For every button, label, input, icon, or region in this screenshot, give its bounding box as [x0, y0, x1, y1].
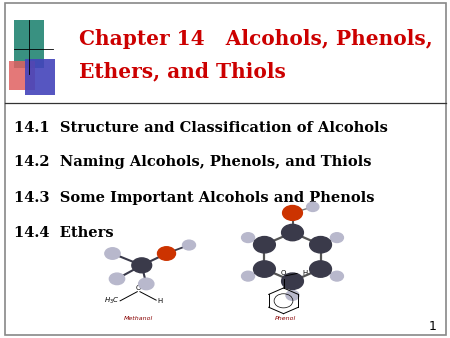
Circle shape [253, 237, 275, 253]
Circle shape [282, 273, 303, 289]
Circle shape [282, 224, 303, 241]
Circle shape [158, 247, 176, 260]
Circle shape [306, 202, 319, 212]
Text: H: H [302, 270, 308, 276]
Circle shape [105, 248, 120, 259]
Text: 14.4  Ethers: 14.4 Ethers [14, 226, 113, 240]
Text: O: O [136, 285, 141, 291]
Text: Ethers, and Thiols: Ethers, and Thiols [79, 61, 286, 81]
Circle shape [253, 261, 275, 277]
Bar [25, 59, 55, 95]
Circle shape [242, 233, 255, 242]
Text: H: H [158, 298, 163, 304]
Text: 1: 1 [428, 320, 436, 333]
Text: Phenol: Phenol [275, 316, 297, 321]
Circle shape [286, 291, 299, 300]
Text: O: O [281, 270, 286, 276]
Circle shape [330, 233, 343, 242]
Text: Chapter 14   Alcohols, Phenols,: Chapter 14 Alcohols, Phenols, [79, 29, 432, 49]
Text: 14.1  Structure and Classification of Alcohols: 14.1 Structure and Classification of Alc… [14, 121, 387, 136]
Circle shape [310, 237, 332, 253]
Text: 14.2  Naming Alcohols, Phenols, and Thiols: 14.2 Naming Alcohols, Phenols, and Thiol… [14, 155, 371, 169]
Text: 14.3  Some Important Alcohols and Phenols: 14.3 Some Important Alcohols and Phenols [14, 191, 374, 205]
Circle shape [283, 206, 302, 220]
Text: Methanol: Methanol [123, 316, 153, 321]
Circle shape [242, 271, 255, 281]
Bar [9, 61, 35, 90]
Text: $H_3C$: $H_3C$ [104, 296, 119, 306]
Circle shape [310, 261, 332, 277]
Circle shape [109, 273, 125, 285]
Circle shape [139, 278, 154, 290]
Circle shape [132, 258, 152, 273]
Bar [14, 20, 44, 68]
Circle shape [330, 271, 343, 281]
Circle shape [183, 240, 195, 250]
